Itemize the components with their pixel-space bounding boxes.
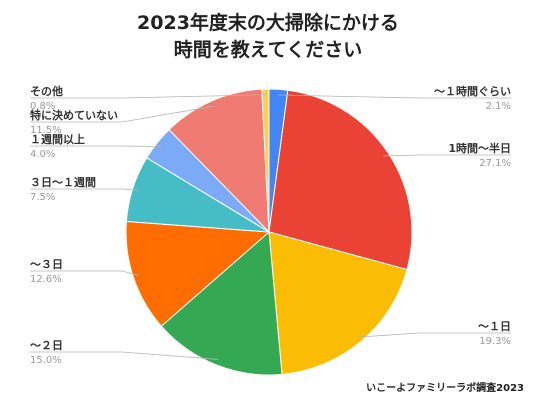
- slice-label: ～１時間ぐらい: [434, 84, 511, 98]
- slice-percent-label: 7.5%: [30, 192, 55, 203]
- pie-slice: [268, 231, 408, 375]
- pie-slice: [125, 220, 271, 327]
- leader-line: [30, 188, 139, 191]
- slice-percent-label: 27.1%: [479, 158, 511, 169]
- chart-title-line2: 時間を教えてください: [173, 39, 363, 61]
- slice-percent-label: 12.6%: [30, 274, 62, 285]
- pie-slice: [160, 230, 283, 376]
- leader-line: [357, 332, 511, 338]
- slice-percent-label: 15.0%: [30, 355, 62, 366]
- slice-label: その他: [30, 84, 63, 98]
- slice-percent-label: 0.8%: [30, 101, 55, 112]
- slice-label: １週間以上: [30, 132, 85, 146]
- source-credit: いこーよファミリーラボ調査2023: [366, 383, 524, 394]
- leader-line: [30, 270, 139, 276]
- slice-label: ３日～１週間: [30, 175, 96, 189]
- pie-slice: [268, 89, 413, 271]
- slice-percent-label: 19.3%: [479, 336, 511, 347]
- slice-label: 1時間～半日: [448, 141, 511, 155]
- leader-line: [30, 94, 266, 99]
- slice-labels: ～１時間ぐらい 2.1% 1時間～半日 27.1% ～１日 19.3% ～２日 15.0% ～３…: [30, 84, 511, 366]
- pie-slice: [261, 88, 270, 233]
- leader-line: [30, 105, 215, 123]
- pie-slice: [168, 88, 270, 234]
- leader-line: [30, 145, 162, 148]
- slice-label: ～２日: [30, 339, 63, 352]
- leader-line: [30, 351, 219, 360]
- leader-line: [383, 154, 511, 157]
- slice-label: 特に決めていない: [30, 108, 118, 122]
- pie-slices: [125, 88, 413, 376]
- slice-percent-label: 11.5%: [30, 125, 62, 136]
- chart-title-line1: 2023年度末の大掃除にかける: [137, 12, 399, 34]
- slice-percent-label: 4.0%: [30, 149, 55, 160]
- slice-label: ～１日: [478, 320, 511, 333]
- leader-line: [278, 94, 511, 99]
- slice-label: ～３日: [30, 258, 63, 271]
- slice-percent-label: 2.1%: [486, 101, 511, 112]
